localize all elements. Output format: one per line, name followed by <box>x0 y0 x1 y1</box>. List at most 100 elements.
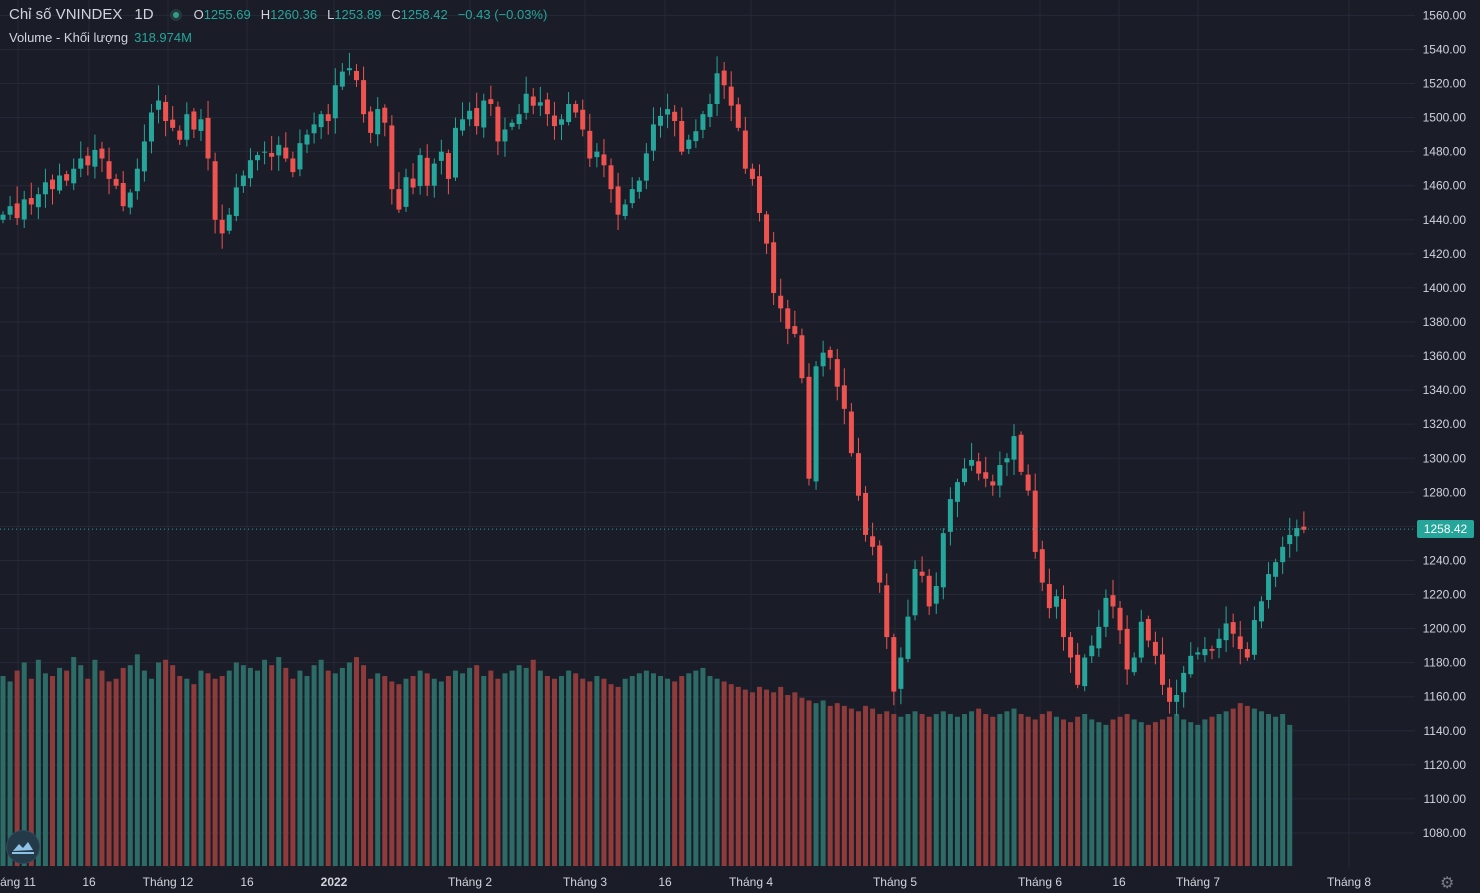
time-tick-label: Tháng 3 <box>563 875 607 889</box>
time-tick-label: Tháng 2 <box>448 875 492 889</box>
candle-body <box>1131 657 1137 673</box>
volume-bar <box>1167 716 1173 866</box>
volume-bar <box>1096 722 1102 866</box>
volume-bar <box>64 670 70 866</box>
volume-bar <box>226 670 232 866</box>
candle-body <box>14 203 20 219</box>
volume-bar <box>714 678 720 866</box>
volume-bar <box>92 659 98 866</box>
candle-body <box>834 359 840 387</box>
price-tick-label: 1320.00 <box>1423 417 1467 431</box>
volume-bar <box>113 678 119 866</box>
price-axis[interactable]: 1560.00 1540.00 1520.00 1500.00 1480.00 1460.… <box>1423 8 1467 840</box>
volume-bar <box>1287 724 1293 866</box>
volume-bar <box>0 676 6 866</box>
candle-body <box>297 143 303 170</box>
candle-body <box>1195 652 1201 655</box>
volume-bar <box>516 665 522 866</box>
volume-bar <box>502 673 508 866</box>
volume-bar <box>495 678 501 866</box>
candle-body <box>1159 654 1165 685</box>
volume-bar <box>509 670 515 866</box>
volume-bar <box>99 670 105 866</box>
candlestick-series <box>0 52 1307 716</box>
candle-body <box>820 352 826 367</box>
candle-body <box>622 204 628 217</box>
candle-body <box>1004 458 1010 463</box>
settings-gear-icon[interactable]: ⚙ <box>1440 875 1455 892</box>
volume-bar <box>354 657 359 866</box>
volume-bar <box>962 714 968 866</box>
volume-bar <box>1223 711 1229 866</box>
volume-bar <box>396 684 402 866</box>
volume-bar <box>304 676 310 866</box>
candle-body <box>49 179 55 190</box>
candle-body <box>339 71 345 87</box>
candle-body <box>665 109 671 115</box>
volume-bar <box>474 665 480 866</box>
candle-body <box>947 499 953 532</box>
price-tick-label: 1400.00 <box>1423 281 1467 295</box>
volume-bar <box>912 711 918 866</box>
volume-bar <box>262 659 268 866</box>
candle-body <box>64 174 70 181</box>
candle-body <box>424 157 430 186</box>
volume-legend[interactable]: Volume - Khối lượng 318.974M <box>9 30 192 45</box>
candle-body <box>1287 534 1293 545</box>
volume-bar <box>976 708 982 866</box>
candle-body <box>806 376 812 479</box>
volume-bar <box>665 678 671 866</box>
volume-bar <box>848 708 854 866</box>
candle-body <box>1216 638 1222 648</box>
volume-bar <box>1103 724 1109 866</box>
price-tick-label: 1520.00 <box>1423 77 1467 91</box>
volume-bar <box>382 676 388 866</box>
candle-body <box>35 194 41 208</box>
volume-bar <box>863 705 869 866</box>
volume-bar <box>693 670 699 866</box>
candle-body <box>848 411 854 454</box>
volume-bar <box>537 670 543 866</box>
volume-bar <box>1131 719 1137 866</box>
interval-label[interactable]: 1D <box>134 6 154 23</box>
volume-bar <box>954 716 960 866</box>
volume-bar <box>721 681 727 866</box>
volume-bar <box>156 662 162 866</box>
candle-body <box>933 585 939 604</box>
candle-body <box>368 111 374 133</box>
candle-body <box>120 183 126 207</box>
high-value: 1260.36 <box>270 7 318 22</box>
candle-body <box>1167 687 1173 702</box>
volume-bar <box>622 678 628 866</box>
candle-body <box>1061 598 1066 638</box>
candle-body <box>1188 655 1194 675</box>
candle-body <box>92 149 98 167</box>
market-status-icon <box>169 8 182 21</box>
volume-bar <box>778 686 784 866</box>
symbol-legend[interactable]: Chỉ số VNINDEX 1D O 1255.69 H 1260.36 L 125… <box>9 6 551 23</box>
candle-body <box>1096 626 1102 649</box>
candle-body <box>877 545 883 583</box>
tradingview-logo-icon[interactable] <box>6 830 40 864</box>
volume-bar <box>283 667 289 866</box>
volume-bar <box>1025 716 1031 866</box>
candle-body <box>636 180 642 192</box>
candle-body <box>827 349 833 358</box>
candle-body <box>1181 672 1187 693</box>
volume-bar <box>933 714 939 866</box>
candle-body <box>721 70 727 86</box>
volume-bar <box>141 670 147 866</box>
candle-body <box>601 154 607 166</box>
symbol-name[interactable]: Chỉ số VNINDEX <box>9 6 123 23</box>
candle-body <box>1075 654 1081 685</box>
volume-bar <box>1004 711 1010 866</box>
candle-body <box>240 175 246 187</box>
time-axis[interactable]: áng 11 16 Tháng 12 16 2022 Tháng 2 Tháng 3 16 Th… <box>0 875 1371 889</box>
volume-label: Volume - Khối lượng <box>9 30 129 45</box>
volume-bar <box>530 659 536 866</box>
candle-body <box>686 139 692 149</box>
candle-body <box>785 308 791 329</box>
candle-body <box>983 472 989 479</box>
candle-body <box>1244 649 1250 658</box>
